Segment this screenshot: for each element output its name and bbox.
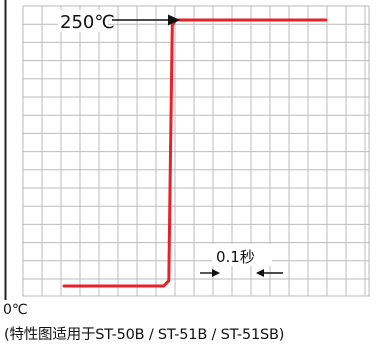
chart-caption: (特性图适用于ST-50B / ST-51B / ST-51SB)	[4, 327, 285, 343]
top-arrow-head	[168, 14, 180, 26]
annotations: 250℃ 0.1秒 0℃	[3, 10, 283, 318]
top-label-bg	[58, 10, 108, 32]
bottom-label: 0℃	[3, 302, 28, 318]
top-label: 250℃	[60, 12, 115, 33]
interval-label-bg	[212, 244, 272, 266]
interval-left-arrow-head	[212, 269, 220, 277]
interval-label: 0.1秒	[216, 248, 255, 266]
plot-border	[22, 5, 370, 297]
interval-right-arrow-head	[256, 269, 264, 277]
